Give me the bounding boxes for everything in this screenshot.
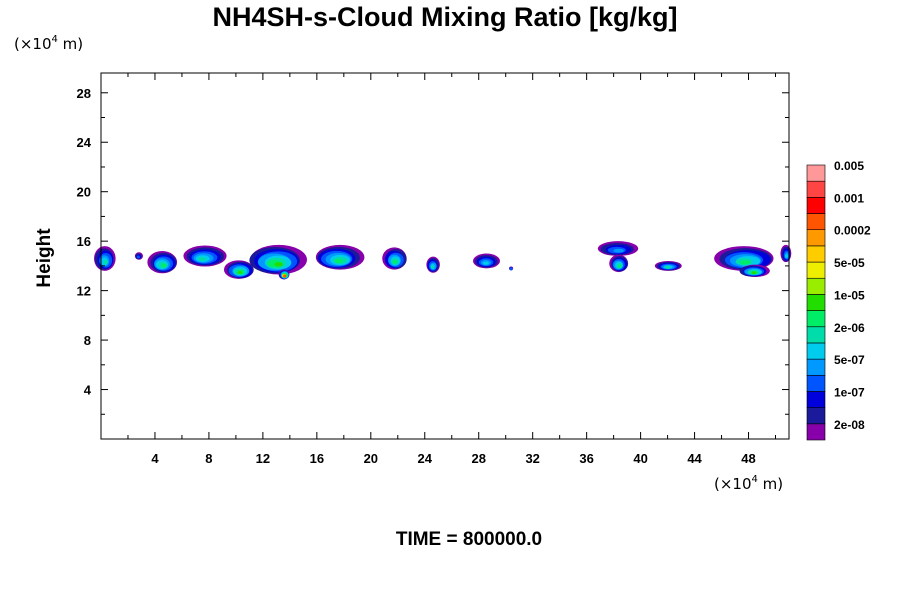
cloud-contour	[665, 265, 671, 269]
x-tick-label: 36	[579, 451, 593, 466]
cloud-patch	[223, 260, 254, 279]
cloud-patch	[609, 254, 629, 273]
x-tick-label: 4	[151, 451, 159, 466]
x-unit-suffix: m)	[758, 475, 783, 493]
cloud-patch	[147, 251, 178, 274]
cloud-contour	[740, 260, 751, 265]
cloud-contour	[617, 264, 622, 268]
y-tick-label: 24	[77, 135, 92, 150]
cloud-contour	[103, 259, 108, 265]
cloud-patch	[183, 245, 227, 267]
colorbar-label: 1e-07	[834, 385, 865, 399]
cloud-patch	[249, 244, 307, 275]
cloud-patch	[315, 244, 365, 270]
y-tick-label: 20	[77, 185, 91, 200]
x-unit-prefix: (×10	[714, 475, 752, 493]
x-tick-label: 32	[525, 451, 539, 466]
cloud-patch	[278, 269, 290, 280]
x-tick-label: 48	[741, 451, 755, 466]
cloud-contour	[237, 270, 242, 274]
time-label: TIME = 800000.0	[395, 529, 543, 550]
cloud-contour	[482, 261, 489, 265]
x-tick-label: 44	[687, 451, 702, 466]
cloud-contour	[161, 263, 167, 268]
colorbar-label: 0.0002	[834, 224, 871, 238]
y-unit-label: (×104 m)	[14, 34, 83, 53]
cloud-field	[94, 241, 792, 280]
cloud-patch	[426, 256, 440, 273]
colorbar-label: 2e-06	[834, 321, 865, 335]
colorbar-label: 5e-07	[834, 353, 865, 367]
x-tick-label: 40	[633, 451, 647, 466]
cloud-patch	[134, 252, 143, 260]
colorbar-swatch	[806, 407, 826, 425]
y-tick-label: 12	[77, 284, 91, 299]
x-tick-label: 16	[310, 451, 324, 466]
cloud-patch	[473, 253, 500, 269]
colorbar-swatch	[806, 342, 826, 360]
colorbar-swatch	[806, 294, 826, 311]
colorbar-swatch	[806, 245, 826, 263]
plot-frame	[100, 72, 790, 440]
colorbar-swatch	[806, 358, 826, 376]
cloud-contour	[392, 260, 397, 264]
x-tick-label: 20	[364, 451, 378, 466]
y-unit-suffix: m)	[58, 35, 83, 53]
y-tick-label: 8	[84, 333, 91, 348]
x-unit-label: (×104 m)	[714, 474, 783, 493]
x-tick-label: 28	[471, 451, 485, 466]
colorbar-swatch	[806, 310, 826, 328]
colorbar-swatch	[806, 180, 826, 198]
colorbar-label: 1e-05	[834, 288, 865, 302]
x-tick-label: 24	[418, 451, 433, 466]
cloud-contour	[197, 257, 207, 262]
cloud-contour	[509, 267, 513, 271]
cloud-patch	[714, 246, 774, 271]
x-tick-label: 12	[256, 451, 270, 466]
cloud-patch	[509, 266, 514, 271]
colorbar-swatch	[806, 391, 826, 408]
colorbar-swatch	[806, 326, 826, 344]
cloud-contour	[751, 271, 757, 275]
colorbar-swatch	[806, 213, 826, 231]
x-tick-label: 8	[205, 451, 212, 466]
cloud-patch	[94, 246, 116, 271]
cloud-patch	[597, 241, 639, 256]
cloud-contour	[283, 274, 287, 278]
page-title: NH4SH-s-Cloud Mixing Ratio [kg/kg]	[212, 2, 678, 32]
cloud-contour	[334, 258, 343, 264]
colorbar-label: 2e-08	[834, 418, 865, 432]
cloud-patch	[780, 244, 792, 263]
colorbar-swatch	[806, 374, 826, 392]
y-unit-prefix: (×10	[14, 35, 52, 53]
cloud-contour	[136, 255, 140, 259]
cloud-contour	[613, 248, 624, 253]
cloud-patch	[654, 260, 682, 271]
colorbar-swatch	[806, 197, 826, 214]
cloud-patch	[739, 264, 770, 278]
y-axis-title: Height	[34, 228, 55, 288]
cloud-patch	[382, 247, 407, 270]
colorbar-swatch	[806, 229, 826, 247]
y-tick-label: 4	[84, 383, 92, 398]
x-unit-exp: 4	[752, 474, 758, 485]
y-tick-label: 28	[77, 86, 91, 101]
y-tick-label: 16	[77, 234, 91, 249]
cloud-contour	[274, 262, 283, 267]
colorbar-label: 5e-05	[834, 256, 865, 270]
colorbar-swatch	[806, 423, 826, 441]
cloud-contour	[785, 254, 789, 258]
cloud-contour	[430, 265, 434, 269]
y-unit-exp: 4	[52, 34, 58, 45]
colorbar-label: 0.005	[834, 159, 864, 173]
colorbar-swatch	[806, 261, 826, 279]
colorbar-swatch	[806, 164, 826, 182]
colorbar: 2e-08 1e-07 5e-07 2e-06 1e-05 5e-05 0.0002 0.00…	[806, 159, 871, 441]
colorbar-swatch	[806, 277, 826, 295]
colorbar-label: 0.001	[834, 191, 864, 205]
